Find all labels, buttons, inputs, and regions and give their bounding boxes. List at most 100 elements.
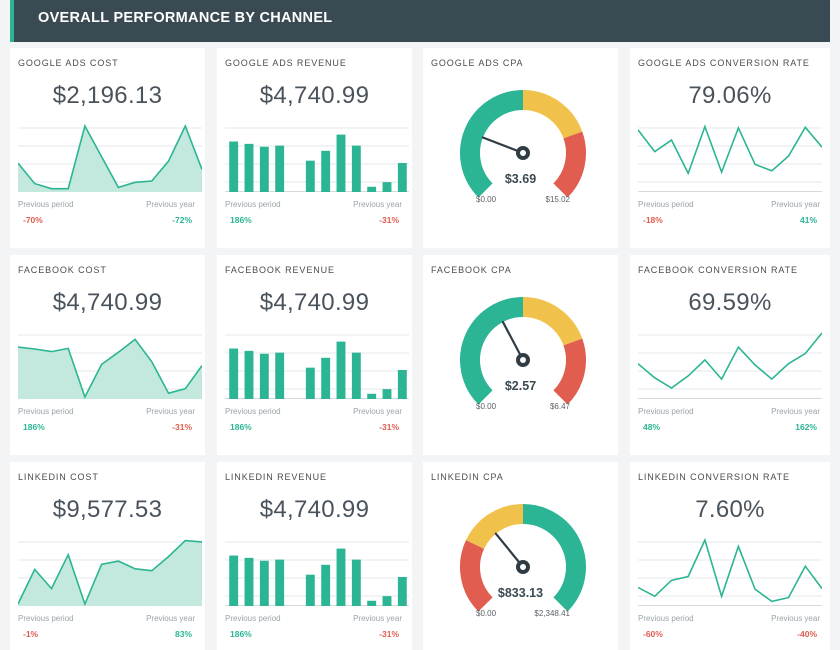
area-chart [18, 123, 202, 192]
previous-year-change: -31% [379, 215, 399, 225]
bar [275, 559, 285, 606]
gauge-segment [460, 540, 493, 612]
previous-year-label: Previous year [353, 200, 402, 209]
card-title: FACEBOOK CONVERSION RATE [638, 265, 798, 275]
facebook-cost-card: FACEBOOK COST $4,740.99 Previous period Pre… [10, 255, 205, 455]
cpa-gauge [460, 297, 586, 405]
linkedin-cpa-card: LINKEDIN CPA $833.13 $0.00 $2,348.41 [423, 462, 618, 650]
gauge-min-label: $0.00 [476, 195, 497, 204]
facebook-cpa-card: FACEBOOK CPA $2.57 $0.00 $6.47 [423, 255, 618, 455]
facebook-conversion-rate-card: FACEBOOK CONVERSION RATE 69.59% Previous p… [630, 255, 830, 455]
bar [305, 160, 315, 192]
card-title: LINKEDIN CONVERSION RATE [638, 472, 790, 482]
bar [275, 145, 285, 192]
bar [397, 163, 407, 192]
line-chart [638, 332, 822, 399]
previous-year-change: -72% [172, 215, 192, 225]
card-title: LINKEDIN REVENUE [225, 472, 327, 482]
linkedin-revenue-card: LINKEDIN REVENUE $4,740.99 Previous period… [217, 462, 412, 650]
line-chart [638, 124, 822, 192]
area-chart [18, 539, 202, 606]
gauge-value: $3.69 [504, 172, 537, 186]
gauge-segment [553, 131, 586, 198]
bar [259, 560, 269, 606]
kpi-value: 69.59% [688, 289, 772, 316]
linkedin-cost-card: LINKEDIN COST $9,577.53 Previous period Pre… [10, 462, 205, 650]
previous-year-change: -40% [797, 629, 817, 639]
bar [397, 577, 407, 606]
previous-period-label: Previous period [638, 200, 694, 209]
bar-chart [225, 127, 409, 192]
bar [382, 182, 392, 192]
gauge-pivot-hole [520, 564, 526, 570]
previous-year-change: -31% [379, 422, 399, 432]
google-ads-conversion-rate-card: GOOGLE ADS CONVERSION RATE 79.06% Previous… [630, 48, 830, 248]
previous-period-change: -60% [643, 629, 663, 639]
previous-period-change: -18% [643, 215, 663, 225]
card-title: GOOGLE ADS COST [18, 58, 119, 68]
previous-year-change: 162% [795, 422, 817, 432]
previous-year-label: Previous year [146, 407, 195, 416]
series-line [638, 537, 822, 603]
previous-period-change: 186% [230, 215, 252, 225]
gauge-min-label: $0.00 [476, 609, 497, 618]
card-title: FACEBOOK COST [18, 265, 107, 275]
kpi-value: $9,577.53 [52, 496, 163, 523]
gauge-needle [494, 532, 525, 569]
series-line [18, 123, 202, 190]
cpa-gauge [460, 90, 586, 198]
page-title: OVERALL PERFORMANCE BY CHANNEL [38, 10, 333, 26]
bar [244, 350, 254, 399]
gauge-max-label: $6.47 [549, 402, 570, 411]
previous-year-change: 83% [174, 629, 192, 639]
bar [351, 352, 361, 399]
previous-year-label: Previous year [146, 200, 195, 209]
previous-period-change: 48% [643, 422, 661, 432]
kpi-value: $2,196.13 [52, 82, 163, 109]
bar [336, 134, 346, 192]
bar [367, 600, 377, 606]
header-accent-bar [10, 0, 14, 42]
series-line [638, 124, 822, 176]
bar [382, 389, 392, 399]
bar-chart [225, 541, 409, 606]
kpi-value: $4,740.99 [259, 496, 370, 523]
previous-period-change: 186% [230, 422, 252, 432]
previous-year-label: Previous year [771, 614, 820, 623]
bar [244, 557, 254, 606]
dashboard-header: OVERALL PERFORMANCE BY CHANNEL [10, 0, 830, 42]
gauge-segment [522, 504, 586, 612]
gauge-pivot-hole [520, 357, 526, 363]
gauge-segment [553, 338, 586, 405]
bar [259, 146, 269, 192]
gauge-needle [481, 136, 525, 155]
gauge-segment [460, 297, 524, 405]
gauge-value: $2.57 [504, 379, 537, 393]
gauge-segment [465, 504, 524, 550]
facebook-revenue-card: FACEBOOK REVENUE $4,740.99 Previous period… [217, 255, 412, 455]
previous-period-label: Previous period [225, 200, 281, 209]
card-title: FACEBOOK CPA [431, 265, 512, 275]
series-line [18, 338, 202, 399]
gauge-value: $833.13 [497, 586, 544, 600]
kpi-value: 7.60% [695, 496, 765, 523]
series-line [18, 539, 202, 606]
previous-year-change: 41% [799, 215, 817, 225]
bar [275, 352, 285, 399]
previous-period-label: Previous period [18, 200, 74, 209]
previous-year-change: -31% [172, 422, 192, 432]
previous-period-label: Previous period [638, 614, 694, 623]
bar [244, 143, 254, 192]
bar-chart [225, 334, 409, 399]
previous-period-change: 186% [23, 422, 45, 432]
previous-period-change: 186% [230, 629, 252, 639]
gauge-min-label: $0.00 [476, 402, 497, 411]
previous-period-change: -70% [23, 215, 43, 225]
bar [351, 559, 361, 606]
gauge-segment [522, 297, 583, 346]
gauge-pivot-hole [520, 150, 526, 156]
card-title: FACEBOOK REVENUE [225, 265, 335, 275]
previous-period-label: Previous period [18, 614, 74, 623]
bar [321, 357, 331, 399]
bar [321, 564, 331, 606]
